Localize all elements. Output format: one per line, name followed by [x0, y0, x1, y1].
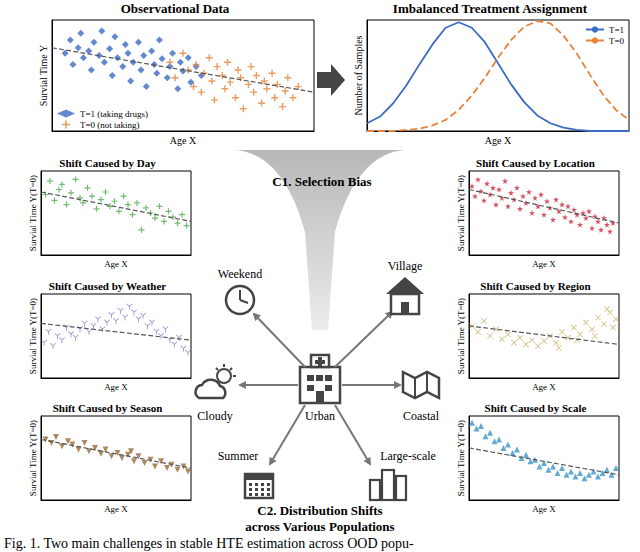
svg-text:Survial Time Y(T=0): Survial Time Y(T=0) — [28, 298, 38, 374]
svg-text:Age X: Age X — [104, 504, 128, 514]
svg-text:Age X: Age X — [104, 259, 128, 269]
svg-text:Survial Time Y(T=0): Survial Time Y(T=0) — [28, 175, 38, 251]
svg-text:T=0: T=0 — [609, 36, 625, 46]
svg-text:Urban: Urban — [305, 409, 335, 423]
svg-text:Shift Caused by Location: Shift Caused by Location — [476, 157, 595, 169]
svg-text:Age X: Age X — [170, 135, 197, 146]
svg-text:Observational Data: Observational Data — [121, 1, 230, 16]
svg-text:Shift Caused by Region: Shift Caused by Region — [480, 280, 590, 292]
svg-text:T=1: T=1 — [609, 25, 624, 35]
svg-text:Survial Time Y(T=0): Survial Time Y(T=0) — [28, 420, 38, 496]
svg-text:Survial Time Y(T=0): Survial Time Y(T=0) — [456, 420, 466, 496]
svg-text:C1. Selection Bias: C1. Selection Bias — [272, 174, 371, 189]
svg-text:Age X: Age X — [104, 382, 128, 392]
svg-text:Shift Caused by Weather: Shift Caused by Weather — [49, 280, 167, 292]
svg-text:Shift Caused by Day: Shift Caused by Day — [59, 157, 156, 169]
svg-text:Survial Time Y(T=0): Survial Time Y(T=0) — [456, 175, 466, 251]
svg-text:Shift Caused by Scale: Shift Caused by Scale — [485, 402, 587, 414]
svg-text:Age X: Age X — [532, 259, 556, 269]
svg-text:Imbalanced Treatment Assignmen: Imbalanced Treatment Assignment — [393, 1, 588, 16]
svg-text:Number of Samples: Number of Samples — [353, 35, 364, 115]
svg-text:Large-scale: Large-scale — [380, 449, 436, 463]
svg-text:Fig. 1. Two main challenges i: Fig. 1. Two main challenges in stable HT… — [4, 536, 414, 551]
svg-text:across Various Populations: across Various Populations — [245, 519, 394, 534]
svg-text:Coastal: Coastal — [403, 409, 440, 423]
svg-text:Summer: Summer — [218, 449, 259, 463]
svg-text:T=0 (not taking): T=0 (not taking) — [80, 120, 140, 130]
svg-text:Age X: Age X — [532, 504, 556, 514]
svg-text:Survial Time Y(T=0): Survial Time Y(T=0) — [456, 298, 466, 374]
svg-text:Village: Village — [388, 259, 423, 273]
svg-text:Survial Time Y: Survial Time Y — [38, 45, 49, 106]
svg-text:Cloudy: Cloudy — [197, 409, 232, 423]
svg-text:Weekend: Weekend — [218, 267, 262, 281]
svg-text:Age X: Age X — [532, 382, 556, 392]
svg-text:T=1 (taking drugs): T=1 (taking drugs) — [80, 109, 148, 119]
svg-text:Age X: Age X — [485, 135, 512, 146]
svg-text:C2. Distribution Shifts: C2. Distribution Shifts — [257, 503, 382, 518]
svg-text:Shift Caused by Season: Shift Caused by Season — [53, 402, 163, 414]
